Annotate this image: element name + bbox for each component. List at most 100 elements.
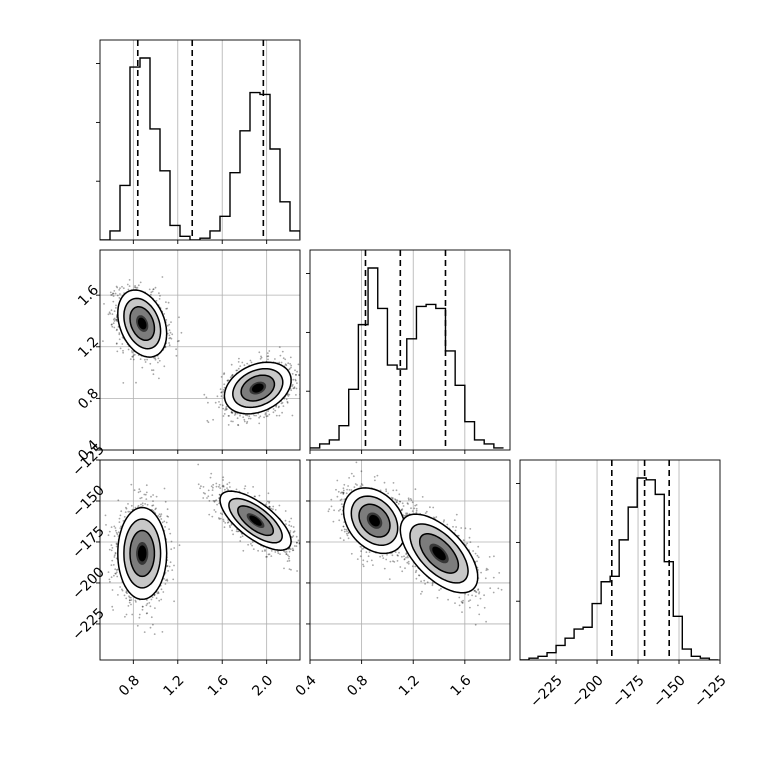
scatter-point (127, 605, 130, 607)
panel-frame (99, 39, 301, 241)
scatter-point (150, 293, 152, 296)
scatter-point (285, 364, 288, 367)
scatter-point (109, 580, 111, 583)
scatter-point (214, 401, 217, 404)
scatter-point (303, 369, 305, 371)
scatter-point (274, 509, 277, 511)
scatter-point (202, 492, 205, 494)
scatter-point (286, 394, 289, 396)
scatter-point (112, 292, 115, 295)
scatter-point (266, 555, 268, 558)
scatter-point (285, 398, 288, 401)
scatter-point (295, 374, 297, 376)
scatter-point (111, 559, 114, 562)
scatter-point (288, 555, 290, 558)
scatter-point (134, 285, 137, 287)
scatter-point (295, 545, 298, 547)
scatter-point (208, 513, 211, 516)
scatter-point (140, 496, 143, 499)
scatter-point (157, 592, 160, 595)
scatter-point (237, 361, 240, 363)
scatter-point (135, 601, 137, 603)
scatter-point (111, 605, 114, 608)
scatter-point (145, 491, 148, 494)
scatter-point (264, 549, 266, 551)
scatter-point (292, 549, 294, 552)
scatter-point (118, 333, 121, 336)
scatter-point (141, 605, 144, 608)
scatter-point (136, 624, 139, 627)
scatter-point (283, 550, 285, 553)
scatter-point (163, 578, 165, 580)
contour-line (123, 297, 162, 350)
scatter-point (252, 486, 255, 488)
scatter-point (176, 340, 179, 343)
scatter-point (268, 500, 271, 503)
scatter-point (115, 542, 118, 545)
scatter-point (207, 495, 210, 498)
scatter-point (286, 560, 289, 562)
scatter-point (173, 547, 176, 549)
scatter-point (266, 355, 269, 358)
scatter-point (248, 415, 251, 418)
scatter-point (228, 415, 230, 417)
scatter-point (226, 379, 229, 382)
y-tick-label: 1.2 (75, 334, 102, 361)
scatter-point (118, 338, 121, 341)
scatter-point (146, 503, 149, 506)
scatter-point (119, 586, 121, 588)
scatter-point (110, 323, 113, 326)
panel-grid (132, 40, 268, 240)
x-tick-label: −150 (650, 672, 689, 711)
scatter-point (125, 591, 128, 594)
scatter-point (125, 506, 127, 509)
scatter-point (115, 304, 117, 307)
scatter-point (151, 290, 154, 293)
scatter-point (175, 354, 178, 357)
scatter-point (160, 518, 163, 520)
scatter-point (241, 535, 244, 537)
scatter-point (150, 598, 153, 601)
scatter-point (132, 355, 134, 358)
scatter-point (110, 309, 113, 312)
scatter-point (166, 324, 169, 327)
scatter-point (173, 564, 175, 567)
scatter-point (291, 373, 294, 375)
x-tick-label: −225 (527, 672, 566, 711)
scatter-point (115, 318, 117, 321)
scatter-point (269, 505, 271, 508)
scatter-point (288, 520, 291, 523)
scatter-point (292, 549, 295, 551)
scatter-point (119, 287, 121, 290)
scatter-point (171, 569, 174, 571)
scatter-point (149, 605, 152, 608)
scatter-point (114, 551, 117, 554)
scatter-point (170, 548, 173, 551)
scatter-point (146, 602, 149, 605)
scatter-point (134, 599, 137, 602)
scatter-point (127, 348, 130, 351)
scatter-point (146, 358, 149, 361)
scatter-point (221, 404, 224, 407)
histogram-step-line (100, 57, 300, 240)
histogram-bars (520, 477, 719, 660)
scatter-point (109, 291, 112, 294)
scatter-point (107, 534, 110, 537)
scatter-point (145, 604, 148, 607)
scatter-point (212, 418, 215, 421)
scatter-point (152, 369, 155, 372)
scatter-point (110, 526, 113, 528)
scatter-point (280, 402, 283, 405)
scatter-point (158, 298, 161, 300)
scatter-point (123, 594, 126, 597)
scatter-point (284, 510, 287, 512)
scatter-point (119, 527, 122, 529)
scatter-point (158, 292, 160, 294)
scatter-point (168, 323, 171, 326)
scatter-point (178, 544, 181, 547)
scatter-point (247, 417, 250, 420)
scatter-point (128, 285, 131, 287)
scatter-point (113, 320, 116, 322)
y-tick-label: 0.8 (75, 385, 102, 412)
scatter-point (160, 513, 163, 515)
